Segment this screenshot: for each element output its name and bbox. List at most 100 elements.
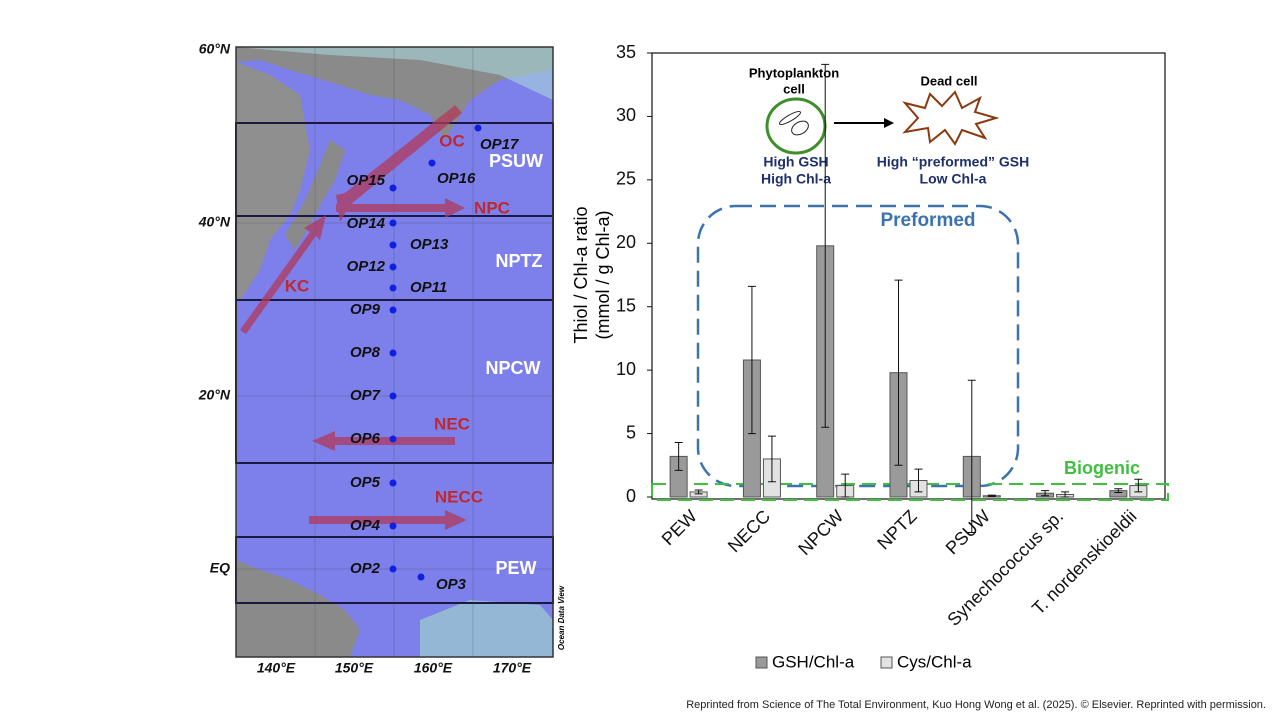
error-bar [1114, 488, 1123, 494]
y-axis-label: (mmol / g Chl-a) [593, 210, 613, 339]
lat-label: 60°N [199, 41, 231, 57]
error-bar [674, 441, 683, 471]
map-frame [235, 46, 554, 658]
lat-label: 20°N [198, 387, 231, 403]
y-tick-label: 5 [626, 422, 636, 442]
station-dot [389, 306, 397, 314]
map-credit: Ocean Data View [557, 585, 566, 650]
station-label: OP4 [350, 517, 381, 534]
station-label: OP12 [347, 258, 386, 275]
station-label: OP9 [350, 301, 381, 318]
error-bar [914, 468, 923, 493]
error-bar [694, 489, 703, 495]
station-label: OP5 [350, 474, 381, 491]
station-dot [389, 263, 397, 271]
lat-label: EQ [210, 560, 230, 576]
y-tick-label: 25 [616, 169, 636, 189]
lon-label: 140°E [257, 660, 296, 676]
station-label: OP17 [480, 136, 519, 153]
station-label: OP3 [436, 576, 467, 593]
current-label: KC [285, 276, 310, 295]
station-dot [389, 349, 397, 357]
station-dot [389, 392, 397, 400]
legend-swatch [755, 656, 768, 669]
error-bar [987, 494, 996, 497]
current-label: NEC [434, 414, 470, 433]
y-tick-label: 15 [616, 295, 636, 315]
station-dot [389, 522, 397, 530]
dead-state: Low Chl-a [920, 171, 987, 187]
cell-icon [779, 110, 801, 126]
preformed-box [696, 204, 1020, 488]
y-tick-label: 20 [616, 232, 636, 252]
station-label: OP7 [350, 387, 381, 404]
plot-frame [651, 52, 1166, 500]
station-dot [389, 184, 397, 192]
station-dot [389, 241, 397, 249]
x-tick-label: PEW [658, 506, 701, 549]
station-label: OP2 [350, 560, 381, 577]
region-label: PSUW [489, 151, 543, 171]
error-bar [767, 435, 776, 483]
station-dot [474, 124, 482, 132]
lon-label: 170°E [493, 660, 532, 676]
cell-icon [765, 97, 827, 155]
cell-state: High GSH [763, 154, 828, 170]
dead-state: High “preformed” GSH [877, 154, 1029, 170]
land [236, 560, 360, 657]
lon-label: 160°E [414, 660, 453, 676]
legend-swatch [880, 656, 893, 669]
station-label: OP13 [410, 236, 449, 253]
error-bar [967, 379, 976, 534]
station-dot [389, 219, 397, 227]
station-label: OP15 [347, 172, 386, 189]
station-dot [389, 479, 397, 487]
cell-label: cell [783, 81, 805, 96]
lon-label: 150°E [335, 660, 374, 676]
citation: Reprinted from Science of The Total Envi… [686, 699, 1266, 711]
error-bar [1134, 478, 1143, 493]
dead-cell-icon [902, 90, 1000, 146]
station-dot [389, 565, 397, 573]
y-tick-label: 35 [616, 42, 636, 62]
station-dot [389, 435, 397, 443]
legend-label: Cys/Chl-a [897, 652, 972, 671]
station-label: OP8 [350, 344, 381, 361]
shelf [420, 600, 553, 657]
region-label: NPTZ [496, 251, 543, 271]
legend-label: GSH/Chl-a [772, 652, 855, 671]
y-tick-label: 30 [616, 105, 636, 125]
land [236, 62, 310, 300]
current-label: NPC [474, 198, 510, 217]
y-tick-label: 10 [616, 359, 636, 379]
cell-state: High Chl-a [761, 171, 831, 187]
error-bar [821, 63, 830, 428]
error-bar [1041, 490, 1050, 497]
error-bar [841, 473, 850, 498]
station-dot [389, 284, 397, 292]
shelf [236, 47, 553, 100]
error-bar [747, 285, 756, 435]
cell-icon [791, 120, 809, 136]
station-dot [428, 159, 436, 167]
biogenic-label: Biogenic [1064, 458, 1140, 478]
current-label: NECC [435, 487, 483, 506]
cell-label: Phytoplankton [749, 65, 839, 80]
station-label: OP16 [437, 170, 476, 187]
region-label: NPCW [486, 358, 541, 378]
preformed-label: Preformed [880, 210, 975, 231]
current-arrows [240, 105, 467, 530]
x-tick-label: NPTZ [873, 506, 920, 553]
y-tick-label: 0 [626, 486, 636, 506]
lat-label: 40°N [198, 214, 231, 230]
station-dot [417, 573, 425, 581]
dead-cell-label: Dead cell [920, 73, 977, 88]
station-label: OP14 [347, 215, 386, 232]
station-label: OP11 [410, 279, 447, 296]
error-bar [1061, 491, 1070, 498]
x-tick-label: NPCW [794, 506, 847, 559]
current-label: OC [439, 131, 465, 150]
station-label: OP6 [350, 430, 381, 447]
map [235, 46, 554, 658]
